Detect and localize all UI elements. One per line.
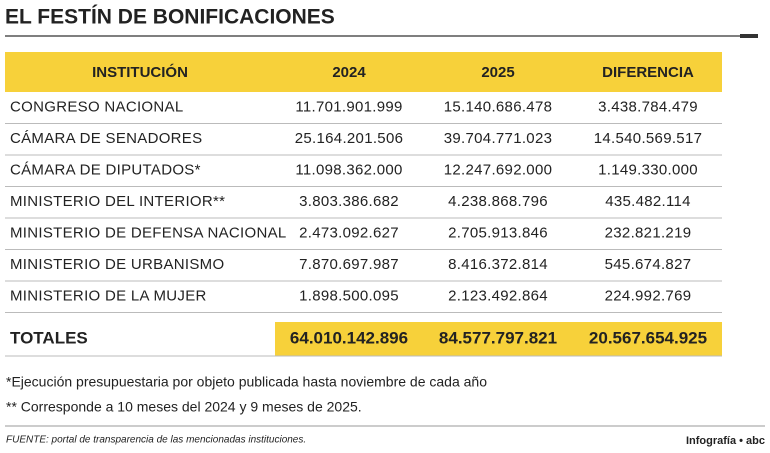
title: EL FESTÍN DE BONIFICACIONES [5, 6, 335, 29]
amount: 4.238.868.796 [448, 193, 548, 210]
amount: 14.540.569.517 [594, 130, 702, 147]
amount: 39.704.771.023 [444, 130, 552, 147]
institution: CÁMARA DE SENADORES [10, 130, 202, 147]
total: 84.577.797.821 [439, 328, 557, 347]
credit: Infografía • abc [686, 435, 765, 447]
column-header: INSTITUCIÓN [92, 63, 188, 81]
note: *Ejecución presupuestaria por objeto pub… [6, 374, 487, 390]
total: 64.010.142.896 [290, 328, 408, 347]
institution: CÁMARA DE DIPUTADOS* [10, 162, 201, 179]
amount: 435.482.114 [605, 193, 691, 210]
institution: MINISTERIO DE URBANISMO [10, 256, 224, 273]
source: FUENTE: portal de transparencia de las m… [6, 435, 306, 446]
amount: 8.416.372.814 [448, 256, 548, 273]
amount: 2.705.913.846 [448, 225, 548, 242]
amount: 7.870.697.987 [299, 256, 399, 273]
totals-band [275, 322, 722, 356]
institution: MINISTERIO DE LA MUJER [10, 288, 207, 305]
amount: 232.821.219 [605, 225, 692, 242]
institution: CONGRESO NACIONAL [10, 99, 183, 116]
amount: 1.149.330.000 [598, 162, 698, 179]
amount: 2.473.092.627 [299, 225, 399, 242]
header-band [5, 52, 722, 92]
amount: 25.164.201.506 [295, 130, 403, 147]
table: INSTITUCIÓN 2024 2025 DIFERENCIA CONGRESO NA… [5, 63, 722, 357]
amount: 224.992.769 [605, 288, 692, 305]
amount: 15.140.686.478 [444, 99, 552, 116]
amount: 11.701.901.999 [295, 99, 402, 116]
note: ** Corresponde a 10 meses del 2024 y 9 m… [6, 399, 362, 415]
amount: 1.898.500.095 [299, 288, 399, 305]
column-header: DIFERENCIA [602, 64, 694, 81]
totals-label: TOTALES [10, 328, 88, 347]
column-header: 2024 [332, 64, 366, 81]
amount: 3.803.386.682 [299, 193, 399, 210]
amount: 11.098.362.000 [295, 162, 402, 179]
institution: MINISTERIO DEL INTERIOR** [10, 193, 225, 210]
amount: 2.123.492.864 [448, 288, 548, 305]
total: 20.567.654.925 [589, 328, 707, 347]
amount: 3.438.784.479 [598, 99, 698, 116]
amount: 545.674.827 [605, 256, 692, 273]
column-header: 2025 [481, 64, 514, 81]
institution: MINISTERIO DE DEFENSA NACIONAL [10, 225, 287, 242]
amount: 12.247.692.000 [444, 162, 552, 179]
